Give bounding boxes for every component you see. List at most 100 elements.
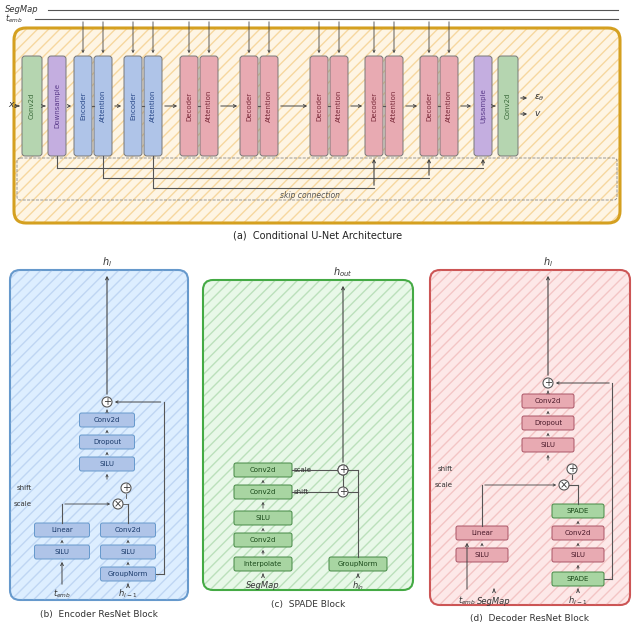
Text: Decoder: Decoder (186, 92, 192, 120)
FancyBboxPatch shape (456, 526, 508, 540)
FancyBboxPatch shape (420, 56, 438, 156)
Text: Conv2d: Conv2d (250, 489, 276, 495)
FancyBboxPatch shape (35, 523, 90, 537)
FancyBboxPatch shape (234, 511, 292, 525)
Text: $h_{l-1}$: $h_{l-1}$ (118, 587, 138, 600)
Text: Decoder: Decoder (246, 92, 252, 120)
Text: Conv2d: Conv2d (29, 93, 35, 119)
Text: shift: shift (294, 489, 309, 495)
Text: +: + (568, 464, 576, 474)
Text: Conv2d: Conv2d (535, 398, 561, 404)
Circle shape (567, 464, 577, 474)
Circle shape (102, 397, 112, 407)
Text: scale: scale (13, 501, 31, 507)
Text: Encoder: Encoder (80, 92, 86, 120)
Text: $h_l$: $h_l$ (102, 255, 112, 269)
Text: SegMap: SegMap (5, 6, 38, 14)
FancyBboxPatch shape (440, 56, 458, 156)
FancyBboxPatch shape (498, 56, 518, 156)
Text: shift: shift (438, 466, 453, 472)
Text: Attention: Attention (446, 90, 452, 122)
FancyBboxPatch shape (180, 56, 198, 156)
Text: SILU: SILU (255, 515, 271, 521)
FancyBboxPatch shape (522, 438, 574, 452)
Text: Attention: Attention (100, 90, 106, 122)
Circle shape (338, 465, 348, 475)
Text: SegMap: SegMap (246, 581, 280, 591)
FancyBboxPatch shape (200, 56, 218, 156)
FancyBboxPatch shape (124, 56, 142, 156)
Text: (a)  Conditional U-Net Architecture: (a) Conditional U-Net Architecture (234, 230, 403, 240)
Text: Attention: Attention (206, 90, 212, 122)
Text: Linear: Linear (471, 530, 493, 536)
FancyBboxPatch shape (552, 548, 604, 562)
FancyBboxPatch shape (10, 270, 188, 600)
Text: $t_{emb}$: $t_{emb}$ (5, 13, 23, 25)
FancyBboxPatch shape (329, 557, 387, 571)
FancyBboxPatch shape (365, 56, 383, 156)
Circle shape (543, 378, 553, 388)
Text: $t_{emb}$: $t_{emb}$ (458, 595, 476, 608)
Text: (b)  Encoder ResNet Block: (b) Encoder ResNet Block (40, 609, 158, 618)
Text: SPADE: SPADE (567, 508, 589, 514)
Text: SILU: SILU (99, 461, 115, 467)
Text: +: + (122, 483, 130, 493)
Text: Decoder: Decoder (316, 92, 322, 120)
FancyBboxPatch shape (79, 435, 134, 449)
Text: +: + (339, 465, 347, 475)
Text: (d)  Decoder ResNet Block: (d) Decoder ResNet Block (470, 614, 589, 623)
FancyBboxPatch shape (234, 533, 292, 547)
FancyBboxPatch shape (522, 416, 574, 430)
FancyBboxPatch shape (430, 270, 630, 605)
Text: $h_l$: $h_l$ (543, 255, 553, 269)
Text: Upsample: Upsample (480, 88, 486, 124)
FancyBboxPatch shape (74, 56, 92, 156)
FancyBboxPatch shape (260, 56, 278, 156)
Text: scale: scale (435, 482, 453, 488)
Text: shift: shift (16, 485, 31, 491)
Text: SILU: SILU (54, 549, 70, 555)
FancyBboxPatch shape (234, 463, 292, 477)
Circle shape (338, 487, 348, 497)
Text: SegMap: SegMap (477, 596, 511, 606)
FancyBboxPatch shape (522, 394, 574, 408)
Text: Decoder: Decoder (371, 92, 377, 120)
Text: $h_{l-1}$: $h_{l-1}$ (568, 595, 588, 608)
Text: Attention: Attention (150, 90, 156, 122)
FancyBboxPatch shape (456, 548, 508, 562)
Circle shape (559, 480, 569, 490)
Text: $h_{out}$: $h_{out}$ (333, 265, 353, 279)
Text: Conv2d: Conv2d (505, 93, 511, 119)
Text: Conv2d: Conv2d (250, 467, 276, 473)
Circle shape (338, 465, 348, 475)
Text: SPADE: SPADE (567, 576, 589, 582)
FancyBboxPatch shape (100, 545, 156, 559)
FancyBboxPatch shape (240, 56, 258, 156)
FancyBboxPatch shape (310, 56, 328, 156)
Text: Conv2d: Conv2d (565, 530, 591, 536)
FancyBboxPatch shape (79, 413, 134, 427)
Text: Attention: Attention (336, 90, 342, 122)
Text: $h_{ln}$: $h_{ln}$ (352, 580, 364, 593)
FancyBboxPatch shape (35, 545, 90, 559)
Text: GroupNorm: GroupNorm (108, 571, 148, 577)
FancyBboxPatch shape (144, 56, 162, 156)
Text: $v$: $v$ (534, 110, 541, 119)
Text: skip connection: skip connection (280, 191, 340, 199)
Text: SILU: SILU (541, 442, 556, 448)
FancyBboxPatch shape (234, 485, 292, 499)
Text: scale: scale (294, 467, 312, 473)
Text: Conv2d: Conv2d (94, 417, 120, 423)
Text: Linear: Linear (51, 527, 73, 533)
Text: Interpolate: Interpolate (244, 561, 282, 567)
FancyBboxPatch shape (203, 280, 413, 590)
FancyBboxPatch shape (552, 526, 604, 540)
Text: Conv2d: Conv2d (115, 527, 141, 533)
Text: Conv2d: Conv2d (250, 537, 276, 543)
Text: SILU: SILU (474, 552, 490, 558)
FancyBboxPatch shape (552, 572, 604, 586)
FancyBboxPatch shape (330, 56, 348, 156)
FancyBboxPatch shape (474, 56, 492, 156)
FancyBboxPatch shape (100, 567, 156, 581)
Text: SILU: SILU (570, 552, 586, 558)
